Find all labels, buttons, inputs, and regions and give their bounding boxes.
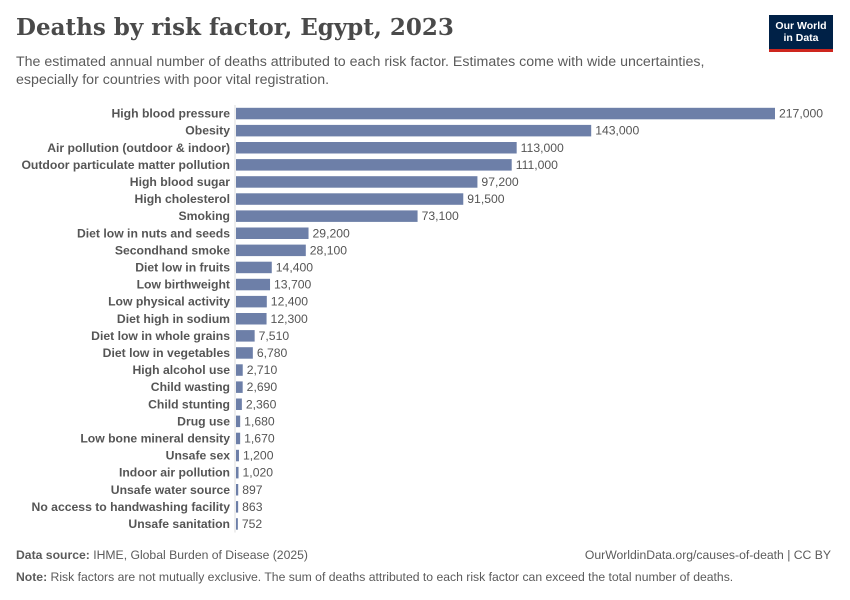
category-label: Child stunting xyxy=(148,397,230,411)
bar[interactable] xyxy=(236,432,241,445)
bar[interactable] xyxy=(236,159,512,171)
category-label: Outdoor particulate matter pollution xyxy=(21,158,230,172)
category-label: Diet low in vegetables xyxy=(103,346,231,360)
value-label: 113,000 xyxy=(521,141,564,155)
value-label: 12,400 xyxy=(271,295,308,309)
bar[interactable] xyxy=(236,415,241,428)
value-label: 28,100 xyxy=(310,243,347,257)
category-label: High cholesterol xyxy=(135,192,230,206)
data-source-label: Data source: xyxy=(16,548,90,562)
value-label: 1,020 xyxy=(243,466,274,480)
category-label: Diet high in sodium xyxy=(117,312,230,326)
category-label: High blood sugar xyxy=(130,175,230,189)
bar-chart: High blood pressure 217,000 Obesity 143,000… xyxy=(21,105,823,533)
logo-line-2: in Data xyxy=(783,32,819,44)
owid-logo[interactable]: Our World in Data xyxy=(769,15,833,52)
bar[interactable] xyxy=(236,278,271,291)
data-source: Data source: IHME, Global Burden of Dise… xyxy=(16,548,308,562)
bar[interactable] xyxy=(236,484,239,496)
bar[interactable] xyxy=(236,193,464,205)
category-label: Indoor air pollution xyxy=(119,466,230,480)
value-label: 2,690 xyxy=(247,380,278,394)
chart-title: Deaths by risk factor, Egypt, 2023 xyxy=(16,14,454,41)
category-label: High blood pressure xyxy=(111,107,230,121)
chart-note: Note: Risk factors are not mutually excl… xyxy=(16,570,733,584)
note-text: Risk factors are not mutually exclusive.… xyxy=(50,570,734,584)
bar[interactable] xyxy=(236,518,238,530)
category-label: Unsafe water source xyxy=(111,483,230,497)
bar[interactable] xyxy=(236,501,239,513)
data-source-text[interactable]: IHME, Global Burden of Disease (2025) xyxy=(93,548,308,562)
value-label: 97,200 xyxy=(481,175,518,189)
bar[interactable] xyxy=(236,244,306,257)
category-label: Diet low in nuts and seeds xyxy=(77,226,230,240)
category-label: Diet low in whole grains xyxy=(91,329,230,343)
category-label: Smoking xyxy=(179,209,230,223)
bar[interactable] xyxy=(236,364,243,376)
bar[interactable] xyxy=(236,107,775,120)
category-label: Air pollution (outdoor & indoor) xyxy=(47,141,230,155)
logo-line-1: Our World xyxy=(775,20,827,32)
bar[interactable] xyxy=(236,330,255,342)
category-label: Unsafe sex xyxy=(166,449,231,463)
bar[interactable] xyxy=(236,295,267,308)
bar[interactable] xyxy=(236,227,309,240)
category-label: Diet low in fruits xyxy=(135,260,230,274)
value-label: 7,510 xyxy=(259,329,290,343)
bar[interactable] xyxy=(236,176,478,188)
bar[interactable] xyxy=(236,381,243,393)
category-label: No access to handwashing facility xyxy=(32,500,231,514)
bar[interactable] xyxy=(236,347,253,359)
value-label: 2,360 xyxy=(246,397,277,411)
bar[interactable] xyxy=(236,398,242,411)
category-label: Low birthweight xyxy=(137,278,230,292)
value-label: 73,100 xyxy=(422,209,459,223)
value-label: 752 xyxy=(242,517,263,531)
value-label: 143,000 xyxy=(595,124,639,138)
category-label: Low bone mineral density xyxy=(80,431,230,445)
bar[interactable] xyxy=(236,142,517,154)
value-label: 6,780 xyxy=(257,346,288,360)
value-label: 111,000 xyxy=(516,158,558,172)
value-label: 14,400 xyxy=(276,260,313,274)
bar[interactable] xyxy=(236,124,592,137)
value-label: 2,710 xyxy=(247,363,278,377)
value-label: 12,300 xyxy=(271,312,308,326)
category-label: Secondhand smoke xyxy=(115,243,230,257)
value-label: 1,200 xyxy=(243,449,274,463)
bar[interactable] xyxy=(236,466,239,479)
bar[interactable] xyxy=(236,313,267,325)
bar[interactable] xyxy=(236,449,239,462)
value-label: 897 xyxy=(242,483,263,497)
chart-subtitle: The estimated annual number of deaths at… xyxy=(16,54,705,88)
note-label: Note: xyxy=(16,570,48,584)
bar[interactable] xyxy=(236,261,272,274)
value-label: 91,500 xyxy=(467,192,504,206)
bar[interactable] xyxy=(236,210,418,222)
category-label: Low physical activity xyxy=(108,295,230,309)
value-label: 29,200 xyxy=(313,226,350,240)
url-license[interactable]: OurWorldinData.org/causes-of-death | CC … xyxy=(584,548,831,562)
value-label: 1,670 xyxy=(244,431,275,445)
category-label: Drug use xyxy=(177,414,230,428)
category-label: Unsafe sanitation xyxy=(128,517,230,531)
value-label: 13,700 xyxy=(274,278,311,292)
value-label: 863 xyxy=(242,500,263,514)
value-label: 1,680 xyxy=(244,414,275,428)
category-label: Child wasting xyxy=(151,380,230,394)
category-label: High alcohol use xyxy=(132,363,230,377)
value-label: 217,000 xyxy=(779,107,823,121)
category-label: Obesity xyxy=(185,124,230,138)
